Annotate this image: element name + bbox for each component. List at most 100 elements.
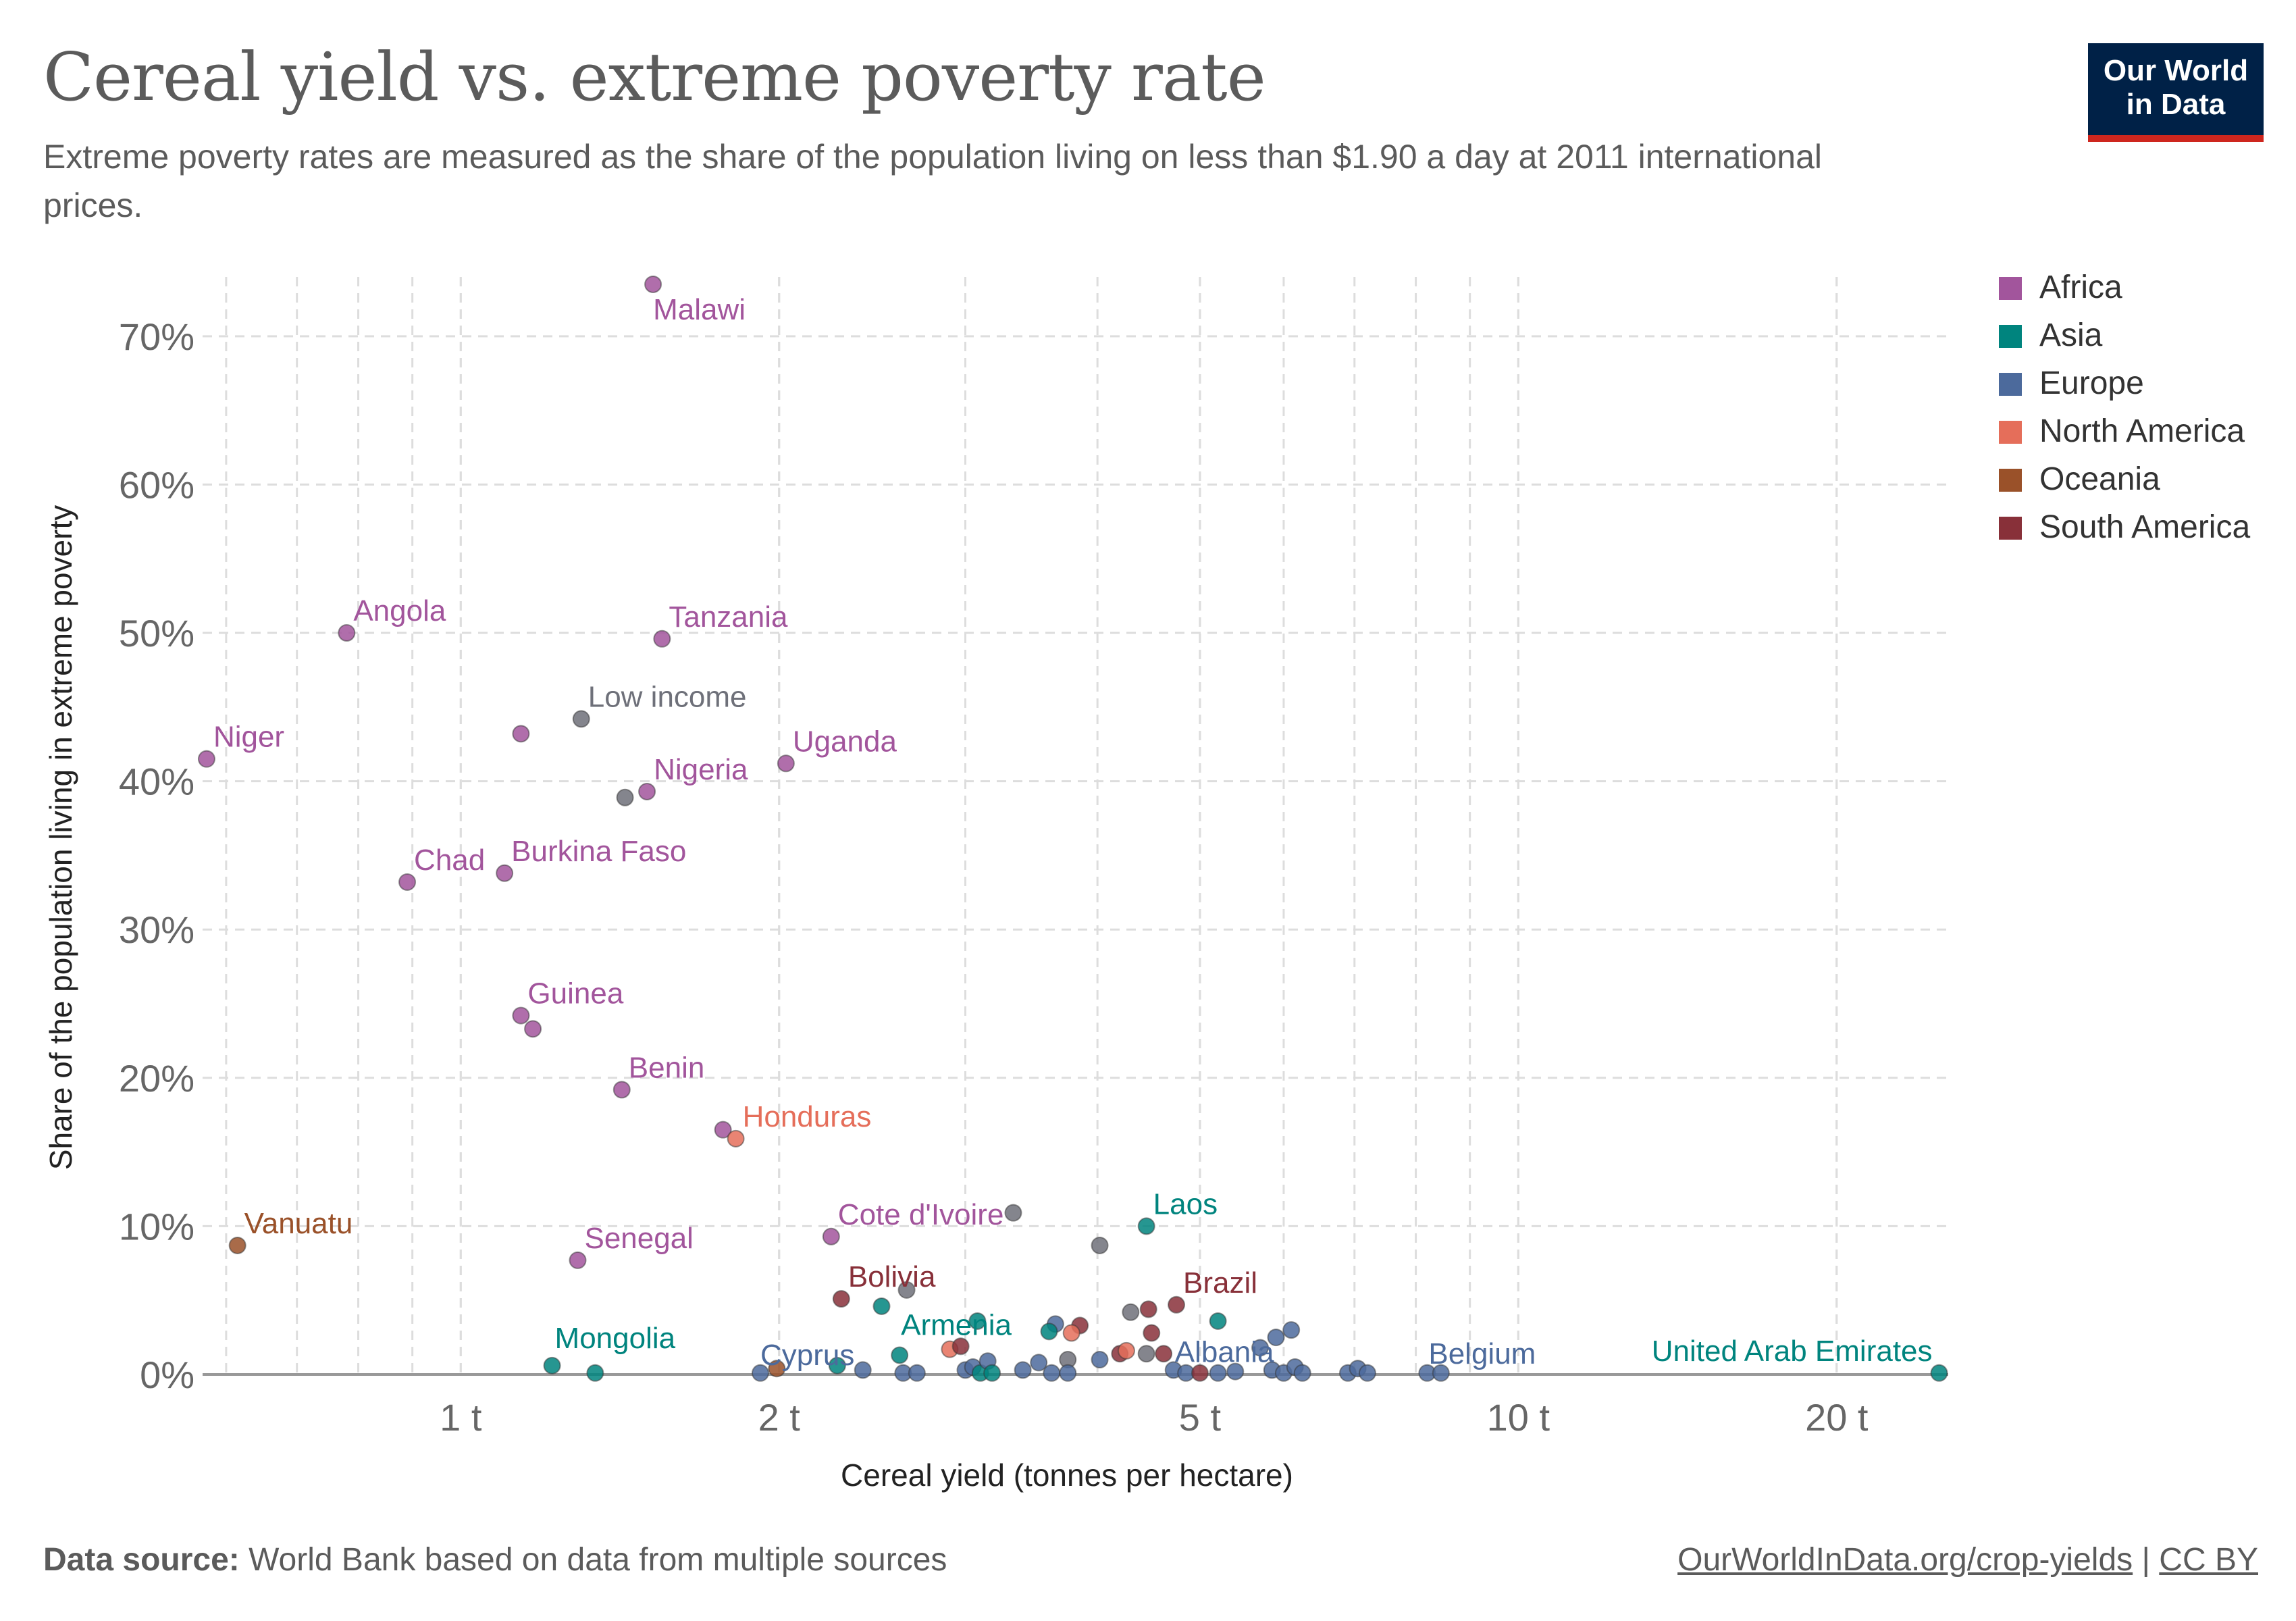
data-point xyxy=(1155,1345,1173,1363)
points-layer xyxy=(197,275,1948,1382)
data-point xyxy=(1191,1364,1209,1382)
data-point-label: Guinea xyxy=(527,977,623,1010)
data-point xyxy=(398,873,417,891)
data-point-label: Armenia xyxy=(901,1308,1012,1341)
data-point xyxy=(1282,1321,1301,1339)
data-point-label: Chad xyxy=(414,844,485,877)
data-point xyxy=(1293,1364,1311,1382)
data-point-label: Vanuatu xyxy=(244,1207,353,1240)
data-point-label: Angola xyxy=(353,594,446,627)
legend-label: Africa xyxy=(2039,269,2122,305)
data-point-label: Nigeria xyxy=(654,753,748,786)
data-point xyxy=(616,788,634,806)
point-labels-layer: Malawi Angola Tanzania Low income Niger Ugand… xyxy=(213,293,1933,1372)
data-point xyxy=(1432,1364,1450,1382)
data-point xyxy=(638,782,656,800)
data-point xyxy=(228,1236,246,1254)
y-tick-label: 20% xyxy=(119,1057,194,1100)
logo-line-1: Our World xyxy=(2103,54,2249,87)
data-point xyxy=(727,1129,745,1148)
data-point xyxy=(1251,1339,1270,1357)
data-point-label: Benin xyxy=(629,1051,705,1084)
data-point xyxy=(338,624,356,642)
y-tick-label: 30% xyxy=(119,908,194,951)
data-point xyxy=(872,1297,891,1315)
data-point xyxy=(197,750,215,768)
data-point xyxy=(653,629,671,648)
data-point xyxy=(777,754,795,773)
data-point xyxy=(968,1312,987,1330)
x-tick-label: 1 t xyxy=(440,1396,482,1439)
data-point-label: Uganda xyxy=(793,725,897,758)
data-point xyxy=(768,1360,786,1378)
data-point xyxy=(1137,1217,1155,1235)
data-point xyxy=(891,1346,909,1364)
data-point xyxy=(897,1281,916,1299)
data-point-label: Honduras xyxy=(743,1100,872,1133)
y-tick-label: 40% xyxy=(119,761,194,803)
data-point-label: Laos xyxy=(1153,1187,1218,1220)
data-point xyxy=(496,864,514,882)
data-point xyxy=(512,725,530,743)
y-tick-label: 50% xyxy=(119,612,194,654)
license-link[interactable]: CC BY xyxy=(2159,1542,2258,1578)
chart-title: Cereal yield vs. extreme poverty rate xyxy=(43,39,1266,116)
data-point xyxy=(951,1337,970,1356)
data-point xyxy=(1062,1324,1080,1342)
legend-label: Oceania xyxy=(2039,461,2160,497)
legend-swatch xyxy=(1999,373,2022,396)
data-point xyxy=(1930,1364,1948,1382)
data-point-label: Cyprus xyxy=(760,1339,854,1372)
data-point xyxy=(751,1364,769,1382)
y-tick-label: 60% xyxy=(119,463,194,506)
data-point-label: Cote d'Ivoire xyxy=(838,1198,1004,1231)
data-point xyxy=(1117,1341,1135,1360)
source-link[interactable]: OurWorldInData.org/crop-yields xyxy=(1677,1542,2133,1578)
data-point xyxy=(1226,1362,1245,1381)
data-point xyxy=(1139,1300,1157,1318)
grid-layer xyxy=(203,277,1948,1374)
x-tick-label: 2 t xyxy=(758,1396,801,1439)
data-point xyxy=(908,1364,926,1382)
legend-label: South America xyxy=(2039,509,2250,545)
data-point xyxy=(832,1290,850,1308)
data-point xyxy=(1137,1345,1155,1363)
y-tick-label: 70% xyxy=(119,315,194,358)
x-tick-label: 5 t xyxy=(1179,1396,1222,1439)
data-point xyxy=(512,1006,530,1025)
data-point-label: Mongolia xyxy=(555,1322,676,1355)
data-point xyxy=(1014,1361,1032,1379)
logo-line-2: in Data xyxy=(2126,88,2226,121)
data-source-text: World Bank based on data from multiple s… xyxy=(249,1542,947,1578)
owid-logo[interactable]: Our World in Data xyxy=(2088,43,2264,142)
data-point xyxy=(1358,1364,1376,1382)
data-point xyxy=(1059,1364,1077,1382)
legend: Africa Asia Europe North America Oceania Sout… xyxy=(1999,269,2250,545)
data-point xyxy=(1043,1364,1061,1382)
data-point-label: Bolivia xyxy=(848,1260,936,1293)
data-point xyxy=(524,1020,542,1038)
legend-label: Asia xyxy=(2039,317,2103,353)
x-tick-label: 20 t xyxy=(1805,1396,1869,1439)
data-point xyxy=(1122,1303,1140,1321)
data-point-label: Senegal xyxy=(584,1222,693,1255)
x-axis-title: Cereal yield (tonnes per hectare) xyxy=(841,1458,1293,1493)
data-point xyxy=(822,1227,840,1245)
chart-subtitle: Extreme poverty rates are measured as th… xyxy=(43,138,1823,224)
data-point-label: Tanzania xyxy=(669,600,788,634)
legend-label: Europe xyxy=(2039,365,2144,401)
y-axis-title: Share of the population living in extrem… xyxy=(43,505,78,1170)
data-point-label: Burkina Faso xyxy=(511,835,686,868)
legend-label: North America xyxy=(2039,413,2245,449)
footer-separator: | xyxy=(2133,1542,2160,1578)
data-point xyxy=(1030,1354,1048,1372)
y-tick-label: 0% xyxy=(140,1354,194,1396)
data-point xyxy=(1004,1204,1022,1222)
data-point xyxy=(586,1364,604,1382)
data-source-label: Data source: xyxy=(43,1542,240,1578)
data-point-label: Low income xyxy=(588,680,747,713)
data-point xyxy=(1040,1322,1058,1341)
data-point-label: United Arab Emirates xyxy=(1652,1335,1933,1368)
data-point-label: Albania xyxy=(1175,1335,1274,1368)
